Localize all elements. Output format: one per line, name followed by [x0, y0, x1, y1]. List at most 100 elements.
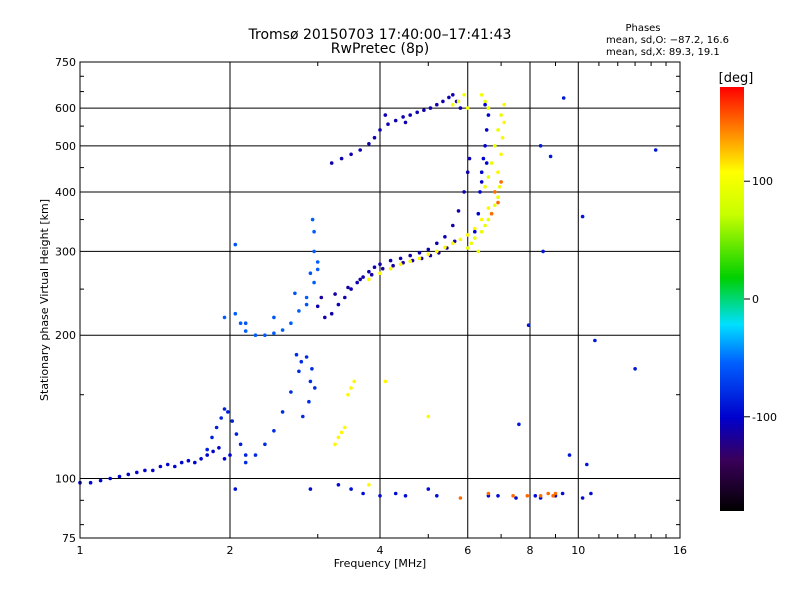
echo-point: [484, 161, 489, 165]
echo-point: [243, 453, 248, 457]
echo-point: [383, 113, 388, 117]
echo-point: [541, 249, 545, 254]
echo-point: [478, 190, 482, 194]
stats-heading: Phases: [625, 23, 660, 34]
echo-point: [435, 494, 439, 498]
echo-point: [349, 487, 353, 491]
echo-point: [143, 468, 147, 473]
echo-point: [538, 494, 543, 498]
echo-point: [289, 390, 293, 394]
colorbar-tick-label: 100: [752, 175, 773, 188]
echo-point: [222, 457, 227, 461]
echo-point: [435, 102, 439, 107]
echo-point: [502, 120, 507, 125]
echo-point: [378, 494, 382, 498]
stats-x-mode: mean, sd,X: 89.3, 19.1: [606, 47, 720, 58]
echo-point: [417, 251, 422, 255]
y-tick-label: 100: [55, 473, 76, 486]
echo-point: [272, 331, 276, 336]
echo-point: [297, 309, 301, 313]
echo-point: [393, 491, 398, 496]
echo-point: [308, 379, 313, 384]
echo-point: [546, 491, 550, 496]
echo-point: [517, 422, 521, 427]
echo-point: [349, 152, 353, 157]
echo-point: [361, 275, 365, 279]
x-tick-label: 6: [464, 544, 471, 557]
echo-point: [233, 242, 238, 247]
grid-lines: [80, 62, 680, 538]
stats-o-mode: mean, sd,O: −87.2, 16.6: [606, 35, 729, 46]
echo-point: [263, 333, 267, 338]
echo-point: [333, 292, 337, 296]
echo-point: [272, 429, 276, 433]
echo-point: [280, 328, 285, 332]
echo-point: [451, 102, 455, 107]
echo-point: [451, 223, 455, 228]
echo-point: [226, 410, 230, 414]
echo-point: [486, 206, 491, 210]
echo-point: [473, 229, 477, 234]
x-tick-label: 4: [377, 544, 384, 557]
echo-point: [219, 416, 223, 420]
echo-point: [398, 262, 403, 267]
echo-point: [165, 462, 170, 467]
echo-point: [372, 135, 377, 140]
echo-point: [263, 442, 267, 447]
echo-point: [388, 258, 393, 263]
y-tick-label: 300: [55, 245, 76, 258]
echo-point: [308, 487, 313, 491]
echo-point: [553, 491, 558, 496]
echo-point: [383, 379, 388, 384]
echo-point: [489, 161, 494, 165]
echo-point: [408, 253, 413, 258]
echo-point: [497, 185, 502, 189]
echo-point: [502, 102, 507, 107]
echo-point: [486, 491, 491, 496]
echo-point: [304, 355, 309, 359]
echo-point: [486, 106, 491, 110]
echo-point: [378, 128, 382, 132]
echo-point: [467, 156, 472, 161]
echo-point: [633, 367, 637, 371]
echo-point: [367, 142, 371, 146]
echo-point: [486, 113, 491, 117]
echo-point: [567, 453, 572, 457]
echo-point: [349, 386, 353, 390]
echo-point: [336, 483, 341, 487]
echo-point: [538, 144, 543, 148]
echo-point: [319, 295, 324, 300]
echo-point: [173, 464, 177, 469]
echo-point: [310, 367, 314, 371]
echo-point: [426, 414, 431, 419]
echo-point: [329, 161, 334, 165]
echo-point: [473, 226, 477, 231]
echo-point: [525, 494, 530, 498]
echo-point: [479, 217, 484, 222]
echo-point: [473, 236, 477, 240]
echo-point: [486, 217, 491, 222]
echo-point: [323, 315, 327, 320]
echo-point: [593, 338, 597, 343]
echo-point: [253, 453, 258, 457]
echo-point: [465, 106, 470, 110]
echo-point: [479, 180, 484, 184]
echo-point: [312, 280, 316, 285]
echo-point: [580, 214, 585, 219]
echo-point: [483, 102, 487, 107]
echo-point: [447, 95, 451, 100]
echo-point: [443, 235, 447, 239]
echo-point: [551, 494, 555, 498]
echo-point: [451, 241, 455, 246]
echo-point: [361, 491, 365, 496]
y-tick-label: 600: [55, 102, 76, 115]
echo-point: [343, 295, 347, 300]
echo-point: [346, 392, 350, 397]
echo-point: [233, 311, 238, 316]
echo-point: [393, 118, 398, 123]
echo-point: [391, 263, 395, 268]
echo-point: [526, 323, 531, 328]
echo-point: [346, 285, 350, 290]
echo-point: [343, 425, 347, 430]
echo-point: [233, 487, 238, 491]
